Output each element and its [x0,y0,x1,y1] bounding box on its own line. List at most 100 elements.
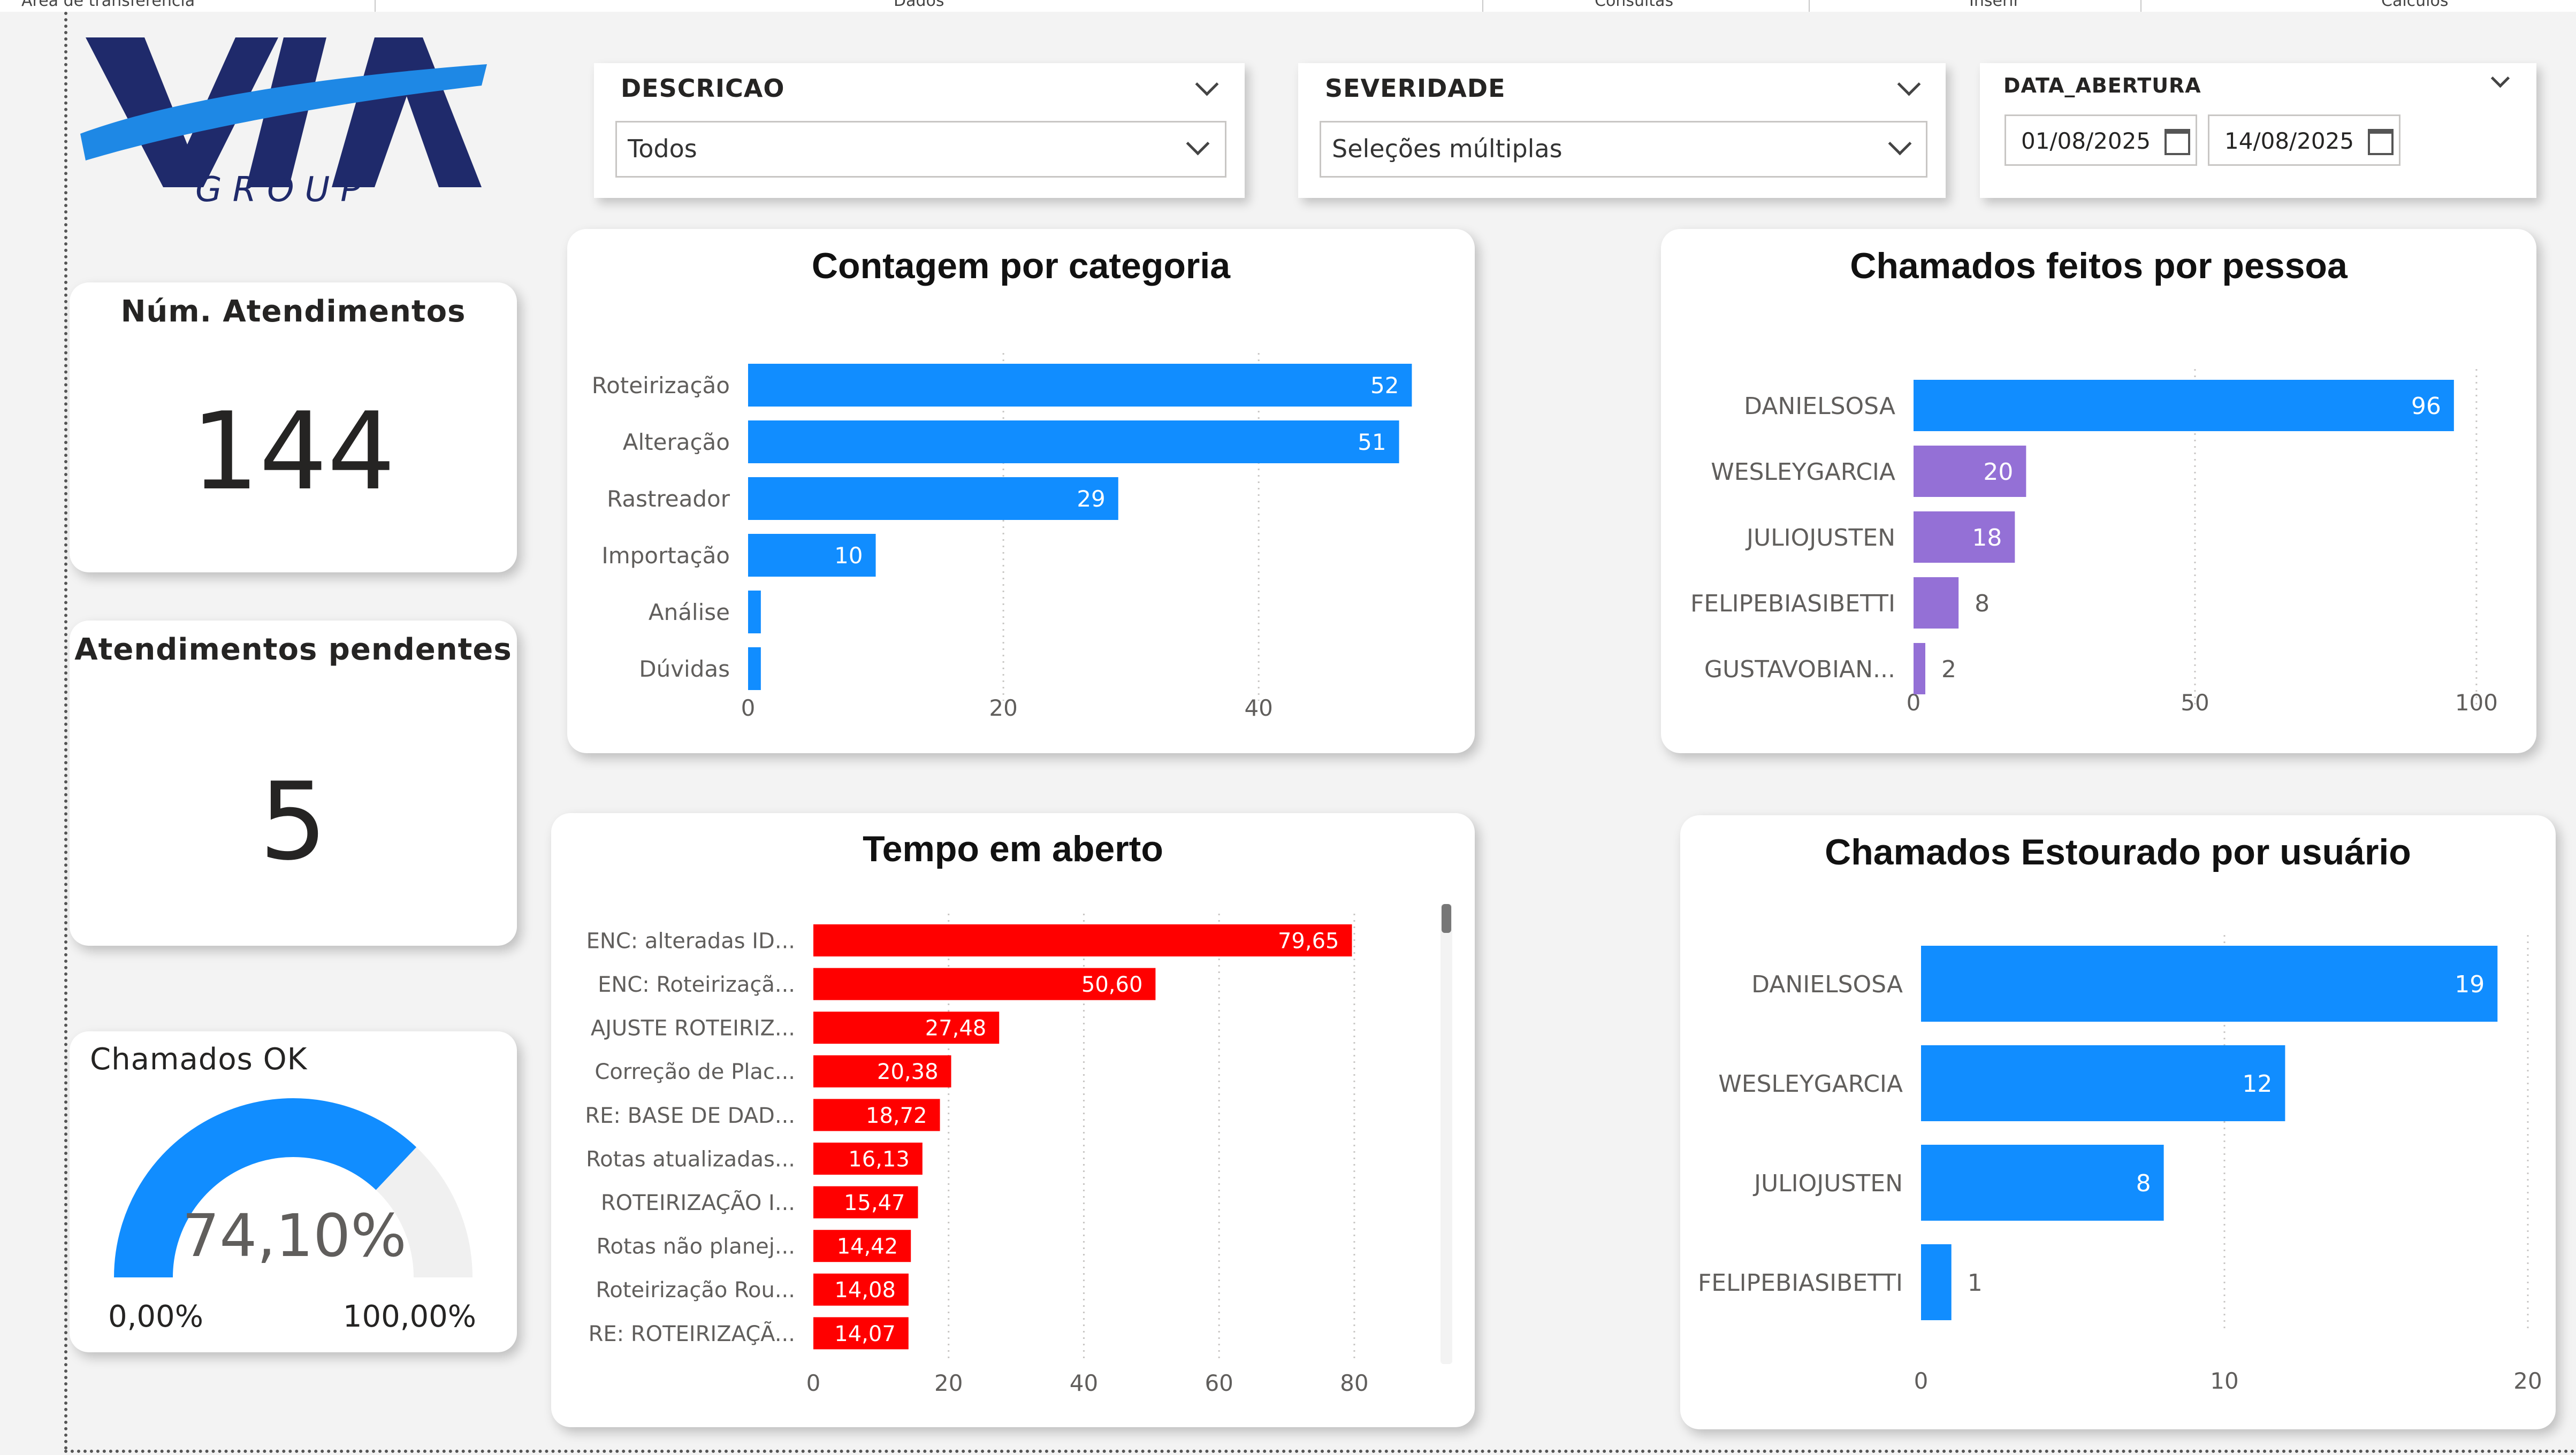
calendar-icon[interactable] [2165,129,2190,155]
tab-area-transferencia[interactable]: Área de transferência [21,0,195,10]
category-label: Correção de Plac... [595,1060,795,1084]
category-label: ENC: alteradas ID... [586,929,795,953]
bar[interactable] [748,534,876,577]
descricao-dropdown[interactable]: Todos [615,121,1226,178]
logo-subtext: GROUP [195,170,372,210]
x-tick-label: 10 [2210,1368,2238,1394]
chart-pessoa-title: Chamados feitos por pessoa [1850,246,2348,286]
data-label: 18,72 [866,1104,927,1128]
chart-card-tempo[interactable]: Tempo em aberto 0 20 40 60 80 ENC: alteradas … [551,813,1475,1427]
x-tick-label: 0 [741,695,756,721]
gauge-card-chamados-ok[interactable]: Chamados OK 74,10% 0,00% 100,00% [70,1031,517,1352]
canvas-border-left [64,12,67,1451]
bar[interactable] [748,477,1118,520]
bar[interactable] [1914,511,2015,563]
x-tick-label: 100 [2455,690,2498,716]
bar[interactable] [813,1273,909,1306]
gauge-chart: 74,10% 0,00% 100,00% [108,1098,476,1334]
data-label: 2 [1941,656,1956,683]
date-end-value: 14/08/2025 [2224,128,2354,154]
bar[interactable] [813,1055,951,1088]
bar[interactable] [813,1143,923,1175]
kpi-atendimentos-value: 144 [191,389,395,514]
scrollbar-track[interactable] [1441,904,1452,1364]
category-label: FELIPEBIASIBETTI [1690,590,1895,617]
tab-dados[interactable]: Dados [894,0,944,10]
kpi-pendentes-title: Atendimentos pendentes [74,632,512,667]
bar[interactable] [1921,946,2498,1022]
kpi-card-atendimentos[interactable]: Núm. Atendimentos 144 [70,282,517,572]
slicer-data-abertura-title: DATA_ABERTURA [2003,74,2201,97]
x-tick-label: 60 [1205,1370,1233,1396]
bar[interactable] [748,591,761,633]
bar[interactable] [1914,380,2454,431]
bar[interactable] [813,1012,1000,1044]
data-label: 52 [1370,372,1399,399]
data-label: 50,60 [1081,972,1143,997]
bar[interactable] [813,924,1352,956]
chevron-down-icon [1186,132,1210,156]
data-label: 29 [1077,486,1105,512]
bar[interactable] [1921,1145,2164,1221]
date-start-input[interactable]: 01/08/2025 [2005,114,2197,166]
bar[interactable] [813,968,1156,1000]
scrollbar-thumb[interactable] [1442,904,1451,933]
chart-estourado-title: Chamados Estourado por usuário [1825,832,2411,872]
kpi-card-pendentes[interactable]: Atendimentos pendentes 5 [70,621,517,946]
bar[interactable] [813,1186,918,1219]
slicer-descricao[interactable]: DESCRICAO Todos [594,63,1245,198]
bar[interactable] [813,1099,940,1131]
bar[interactable] [1914,643,1925,694]
chart-card-estourado[interactable]: Chamados Estourado por usuário 0 10 20 DANI… [1680,815,2556,1429]
category-label: WESLEYGARCIA [1711,458,1895,486]
category-label: Roteirização Rou... [596,1278,795,1303]
kpi-pendentes-value: 5 [259,760,327,884]
chevron-down-icon[interactable] [2490,68,2510,88]
category-label: RE: BASE DE DAD... [585,1104,795,1128]
data-label: 14,07 [834,1322,896,1346]
bar[interactable] [748,420,1399,463]
chart-tempo-title: Tempo em aberto [863,829,1163,869]
category-label: Rastreador [607,486,730,512]
logo-graphic [80,37,487,187]
bar[interactable] [1914,577,1959,629]
bar[interactable] [1921,1045,2285,1121]
data-label: 79,65 [1278,929,1339,953]
bar[interactable] [748,647,761,690]
canvas-border-bottom [64,1450,2576,1453]
slicer-severidade-title: SEVERIDADE [1325,74,1506,103]
bar[interactable] [748,364,1412,407]
date-end-input[interactable]: 14/08/2025 [2208,114,2400,166]
category-label: ENC: Roteirizaçã... [598,972,795,997]
data-label: 12 [2242,1070,2272,1098]
severidade-dropdown[interactable]: Seleções múltiplas [1320,121,1927,178]
slicer-data-abertura[interactable]: DATA_ABERTURA 01/08/2025 14/08/2025 [1980,63,2536,198]
x-tick-label: 20 [2513,1368,2542,1394]
tab-inserir[interactable]: Inserir [1969,0,2020,10]
bar[interactable] [1914,446,2026,497]
chart-card-pessoa[interactable]: Chamados feitos por pessoa 0 50 100 DANIELS… [1661,229,2536,753]
chart-tempo-plot: 0 20 40 60 80 ENC: alteradas ID... 79,65 ENC: R… [585,914,1369,1396]
category-label: ROTEIRIZAÇÃO I... [601,1190,795,1215]
chart-categoria-title: Contagem por categoria [811,246,1231,286]
tab-calculos[interactable]: Cálculos [2381,0,2449,10]
chart-estourado-plot: 0 10 20 DANIELSOSA 19 WESLEYGARCIA 12 JULIOJUST… [1698,935,2542,1394]
slicer-severidade[interactable]: SEVERIDADE Seleções múltiplas [1298,63,1946,198]
chart-card-categoria[interactable]: Contagem por categoria 0 20 40 Roteirização… [567,229,1475,753]
category-label: Rotas atualizadas... [586,1147,795,1171]
x-tick-label: 40 [1070,1370,1098,1396]
chevron-down-icon[interactable] [1195,72,1219,96]
tab-consultas[interactable]: Consultas [1595,0,1674,10]
category-label: JULIOJUSTEN [1745,524,1895,552]
gauge-fill [114,1098,417,1278]
slicer-descricao-title: DESCRICAO [621,74,785,103]
gauge-max-label: 100,00% [343,1299,476,1334]
chevron-down-icon[interactable] [1897,72,1921,96]
category-label: GUSTAVOBIAN... [1704,656,1895,683]
calendar-icon[interactable] [2368,129,2394,155]
bar[interactable] [813,1230,911,1262]
data-label: 19 [2455,971,2484,998]
bar[interactable] [1921,1244,1952,1320]
bar[interactable] [813,1317,909,1350]
